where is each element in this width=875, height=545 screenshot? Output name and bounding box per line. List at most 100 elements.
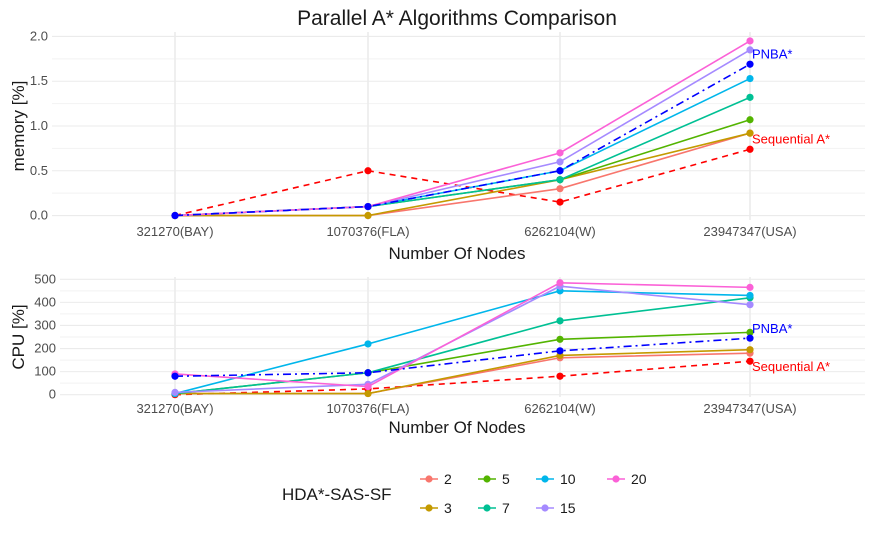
legend-item-10: 10 [536,471,576,487]
cpu-series-line-2 [175,352,751,395]
cpu-point-pnba [746,334,754,342]
memory-panel: 0.0 0.5 1.0 1.5 2.0 321270(BAY) 1070376(FLA) 62… [9,28,865,263]
memory-annotation-sequential: Sequential A* [752,131,830,146]
memory-y-tick-label: 1.5 [30,73,48,88]
memory-point-3 [364,211,372,220]
cpu-x-tick-label: 6262104(W) [524,401,596,416]
legend-item-3: 3 [420,500,452,516]
cpu-y-tick-label: 200 [34,341,56,356]
legend-item-5: 5 [478,471,510,487]
legend-label: 5 [502,471,510,487]
legend-label: 3 [444,500,452,516]
legend-key-point [483,475,491,483]
cpu-x-axis-title: Number Of Nodes [389,418,526,437]
cpu-y-tick-label: 0 [49,387,56,402]
legend-label: 7 [502,500,510,516]
memory-y-tick-label: 1.0 [30,118,48,133]
memory-point-pnba [364,202,372,211]
cpu-point-20 [746,283,754,291]
memory-point-sequential [556,198,564,206]
memory-point-7 [746,93,754,101]
cpu-series-line-3 [175,348,751,395]
cpu-series-line-sequential [174,360,751,396]
memory-series-line-3 [175,132,751,217]
memory-series-line-15 [174,49,751,217]
memory-x-tick-label: 23947347(USA) [703,224,796,239]
memory-point-sequential [364,167,372,175]
cpu-x-tick-label: 1070376(FLA) [326,401,409,416]
legend-item-7: 7 [478,500,510,516]
memory-series-line-pnba [174,63,751,217]
legend-key-point [483,504,491,512]
cpu-series-line-20 [174,281,751,388]
cpu-point-15 [746,301,754,309]
cpu-point-5 [556,335,564,343]
cpu-y-tick-label: 300 [34,317,56,332]
memory-point-20 [746,37,754,45]
memory-x-axis-title: Number Of Nodes [389,244,526,263]
cpu-point-3 [746,346,754,354]
memory-point-sequential [746,145,754,153]
memory-point-10 [746,74,754,83]
memory-annotation-pnba: PNBA* [752,46,792,61]
legend-title: HDA*-SAS-SF [282,485,392,504]
legend-item-20: 20 [607,471,647,487]
chart-title: Parallel A* Algorithms Comparison [297,7,617,30]
legend-label: 20 [631,471,647,487]
cpu-point-10 [746,291,754,300]
cpu-point-pnba [171,372,179,380]
memory-point-15 [746,46,754,54]
cpu-point-5 [746,328,754,336]
memory-x-tick-label: 1070376(FLA) [326,224,409,239]
memory-point-pnba [556,167,564,175]
memory-point-pnba [171,211,179,220]
memory-point-2 [556,185,564,193]
cpu-point-20 [364,383,372,391]
memory-y-tick-label: 2.0 [30,28,48,43]
legend-item-15: 15 [536,500,576,516]
cpu-point-7 [556,317,564,325]
legend-key-point [541,504,549,512]
cpu-x-tick-label: 23947347(USA) [703,401,796,416]
cpu-point-15 [171,388,179,396]
cpu-series-line-7 [174,296,751,395]
legend-label: 10 [560,471,576,487]
memory-y-tick-label: 0.0 [30,208,48,223]
memory-point-pnba [746,60,754,68]
legend-key-point [425,475,433,483]
cpu-point-3 [364,389,372,398]
cpu-x-tick-label: 321270(BAY) [136,401,213,416]
memory-y-tick-label: 0.5 [30,163,48,178]
cpu-point-pnba [556,347,564,355]
cpu-annotation-pnba: PNBA* [752,321,792,336]
memory-x-tick-label: 6262104(W) [524,224,596,239]
cpu-y-tick-label: 100 [34,364,56,379]
cpu-y-axis-title: CPU [%] [9,304,28,369]
memory-series-line-2 [175,132,751,217]
legend-key-point [425,504,433,512]
memory-point-7 [556,176,564,184]
cpu-series-line-pnba [174,337,751,378]
memory-x-tick-label: 321270(BAY) [136,224,213,239]
legend: HDA*-SAS-SF 2 3 5 7 10 15 20 [282,471,647,516]
cpu-point-20 [556,279,564,287]
cpu-point-pnba [364,369,372,377]
cpu-panel: 0 100 200 300 400 500 321270(BAY) 1070376(FLA) 6… [9,271,865,437]
legend-label: 15 [560,500,576,516]
cpu-point-sequential [556,372,564,380]
legend-key-point [612,475,620,483]
memory-point-5 [746,116,754,124]
cpu-annotation-sequential: Sequential A* [752,359,830,374]
cpu-point-10 [364,340,372,348]
cpu-y-tick-label: 500 [34,271,56,286]
legend-label: 2 [444,471,452,487]
memory-point-20 [556,149,564,157]
legend-key-point [541,475,549,483]
memory-point-3 [746,129,754,137]
cpu-y-tick-label: 400 [34,294,56,309]
legend-item-2: 2 [420,471,452,487]
memory-point-15 [556,158,564,166]
memory-series-line-sequential [174,148,751,217]
